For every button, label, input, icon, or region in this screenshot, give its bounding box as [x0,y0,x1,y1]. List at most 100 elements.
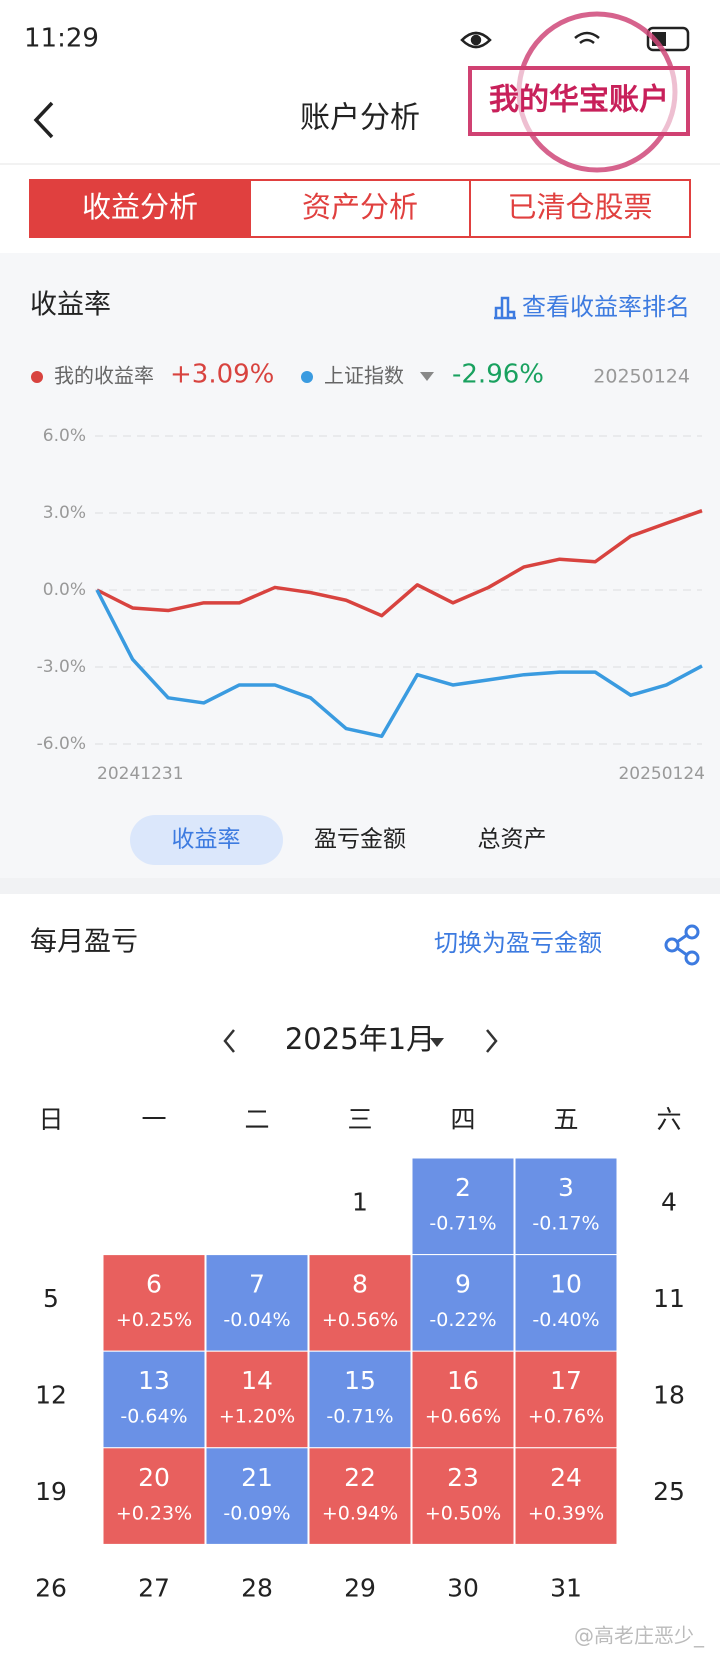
day-number[interactable]: 23 [447,1463,479,1492]
month-dropdown[interactable] [430,1038,444,1047]
day-value[interactable]: +0.94% [322,1502,398,1524]
day-value[interactable]: +0.76% [528,1406,604,1428]
day-number[interactable]: 14 [241,1366,273,1395]
y-tick-label: -3.0% [37,657,86,677]
day-cell[interactable] [308,1447,412,1545]
day-number: 31 [550,1574,582,1603]
day-number[interactable]: 20 [138,1463,170,1492]
day-number: 28 [241,1574,273,1603]
day-value[interactable]: +0.50% [425,1502,501,1524]
legend-value: +3.09% [170,360,274,390]
day-number: 27 [138,1574,170,1603]
day-number[interactable]: 8 [352,1270,368,1299]
day-value[interactable]: +0.66% [425,1406,501,1428]
day-value[interactable]: -0.04% [223,1309,290,1331]
toggle-label[interactable]: 收益率 [172,827,241,853]
day-value[interactable]: -0.71% [326,1406,393,1428]
weekday: 四 [450,1105,475,1134]
weekday: 一 [141,1105,166,1134]
ranking-link[interactable]: 查看收益率排名 [522,293,690,321]
day-number[interactable]: 21 [241,1463,273,1492]
weekday: 五 [553,1105,578,1134]
day-cell[interactable] [411,1254,515,1352]
tab-label[interactable]: 收益分析 [82,190,198,224]
day-cell[interactable] [308,1254,412,1352]
day-cell[interactable] [308,1350,412,1449]
day-number[interactable]: 10 [550,1270,582,1299]
section-gap [0,878,720,894]
prev-month[interactable] [223,1029,235,1053]
next-month[interactable] [486,1029,498,1053]
legend-date: 20250124 [593,366,690,388]
day-number: 30 [447,1574,479,1603]
day-number[interactable]: 2 [455,1173,471,1202]
day-cell[interactable] [514,1157,618,1256]
day-value[interactable]: -0.17% [532,1213,599,1235]
y-tick-label: 0.0% [43,580,86,600]
day-number: 5 [43,1284,59,1313]
series-line [96,509,703,618]
day-number[interactable]: 22 [344,1463,376,1492]
back-button[interactable] [33,101,54,139]
weekday: 六 [656,1105,681,1134]
day-value[interactable]: -0.09% [223,1502,290,1524]
day-number[interactable]: 16 [447,1366,479,1395]
tab[interactable] [249,179,471,238]
day-number[interactable]: 17 [550,1366,582,1395]
day-cell[interactable] [514,1254,618,1352]
tab-label[interactable]: 资产分析 [302,190,418,224]
day-cell[interactable] [411,1157,515,1256]
day-number[interactable]: 24 [550,1463,582,1492]
x-tick-label: 20250124 [618,764,705,784]
day-cell[interactable] [411,1447,515,1545]
share-icon[interactable] [664,924,700,966]
day-cell[interactable] [514,1447,618,1545]
day-number[interactable]: 9 [455,1270,471,1299]
day-number[interactable]: 15 [344,1366,376,1395]
day-value[interactable]: +1.20% [219,1406,295,1428]
day-cell[interactable] [102,1254,206,1352]
tab[interactable] [29,179,251,238]
section-title: 每月盈亏 [30,927,138,958]
index-dropdown[interactable] [420,372,434,381]
toggle-pill[interactable] [130,815,283,865]
status-time: 11:29 [24,24,99,54]
day-cell[interactable] [102,1350,206,1449]
day-value[interactable]: +0.25% [116,1309,192,1331]
day-value[interactable]: -0.22% [429,1309,496,1331]
toggle-label[interactable]: 盈亏金额 [314,827,406,853]
chart-card [0,253,720,878]
status-icons [460,26,690,52]
day-number[interactable]: 6 [146,1270,162,1299]
toggle-label[interactable]: 总资产 [478,827,547,853]
day-number: 18 [653,1381,685,1410]
day-number: 1 [352,1187,368,1216]
day-number[interactable]: 13 [138,1366,170,1395]
day-number[interactable]: 3 [558,1173,574,1202]
day-cell[interactable] [205,1350,309,1449]
tab-label[interactable]: 已清仓股票 [507,190,652,224]
day-number: 26 [35,1574,67,1603]
day-cell[interactable] [102,1447,206,1545]
day-value[interactable]: -0.64% [120,1406,187,1428]
ranking-icon [494,296,516,320]
y-tick-label: 3.0% [43,503,86,523]
tab[interactable] [469,179,691,238]
day-cell[interactable] [205,1447,309,1545]
switch-link[interactable]: 切换为盈亏金额 [434,929,602,957]
day-number[interactable]: 7 [249,1270,265,1299]
weekday: 三 [347,1105,372,1134]
day-cell[interactable] [411,1350,515,1449]
day-value[interactable]: +0.39% [528,1502,604,1524]
day-value[interactable]: +0.23% [116,1502,192,1524]
section-title: 收益率 [30,290,111,321]
y-tick-label: -6.0% [37,734,86,754]
stamp [468,11,690,173]
page-title: 账户分析 [300,101,420,136]
day-value[interactable]: +0.56% [322,1309,398,1331]
weekday: 日 [38,1105,63,1134]
day-number: 29 [344,1574,376,1603]
day-value[interactable]: -0.40% [532,1309,599,1331]
day-value[interactable]: -0.71% [429,1213,496,1235]
legend-dot [31,371,43,383]
